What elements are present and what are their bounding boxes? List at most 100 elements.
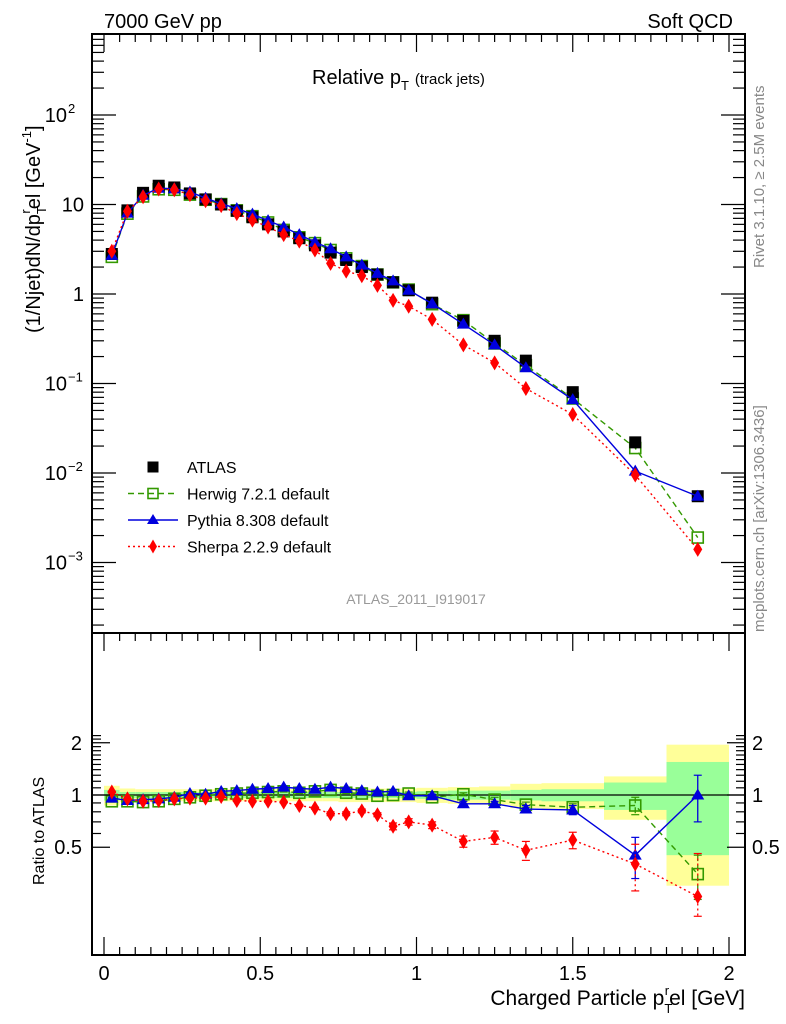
y-tick-label-exponent: −2 [68, 459, 83, 474]
y-axis-label-sup: r [18, 209, 33, 214]
marker-triangle [277, 220, 291, 232]
legend-label: Herwig 7.2.1 default [187, 487, 330, 504]
series-sherpa [107, 181, 703, 557]
legend-entry-herwig: Herwig 7.2.1 default [128, 487, 330, 504]
header-left: 7000 GeV pp [104, 11, 222, 33]
marker-diamond [388, 292, 398, 308]
marker-triangle [324, 780, 338, 792]
marker-diamond [149, 539, 157, 554]
marker-triangle [566, 803, 580, 815]
marker-diamond [279, 794, 289, 810]
marker-diamond [326, 806, 336, 822]
marker-triangle [519, 361, 533, 373]
marker-triangle [519, 802, 533, 814]
marker-diamond [247, 212, 257, 228]
y-axis-label-sup2: -1 [19, 131, 34, 143]
marker-diamond [388, 818, 398, 834]
marker-diamond [201, 790, 211, 806]
marker-diamond [693, 889, 703, 905]
marker-triangle [277, 780, 291, 792]
marker-triangle [245, 782, 259, 794]
y-axis-label-rest: el [GeV [23, 142, 45, 209]
marker-triangle [691, 489, 705, 501]
y-tick-label: 10 [45, 463, 67, 485]
marker-open-square [628, 799, 642, 812]
marker-diamond [294, 797, 304, 813]
y-tick-label: 10 [45, 105, 67, 127]
y-axis-label-sub: T [34, 206, 49, 214]
marker-triangle [488, 797, 502, 809]
marker-diamond [138, 189, 148, 205]
marker-diamond [372, 277, 382, 293]
marker-diamond [404, 298, 414, 314]
marker-triangle [230, 784, 244, 796]
marker-diamond [568, 407, 578, 423]
y-tick-label: 10 [45, 374, 67, 396]
ratio-y-tick-label-left: 1 [71, 785, 82, 807]
marker-diamond [693, 541, 703, 557]
marker-diamond [357, 803, 367, 819]
legend-entry-atlas: ATLAS [147, 460, 237, 477]
legend-label: Sherpa 2.2.9 default [187, 540, 332, 557]
marker-diamond [122, 203, 132, 219]
marker-diamond [490, 829, 500, 845]
marker-triangle [402, 789, 416, 801]
marker-diamond [154, 792, 164, 808]
marker-triangle [628, 848, 642, 860]
marker-diamond [427, 817, 437, 833]
marker-diamond [458, 337, 468, 353]
ratio-y-tick-label-right: 0.5 [752, 837, 780, 859]
plot-title-main: Relative p [312, 67, 401, 89]
marker-triangle [386, 274, 400, 286]
x-axis-label-rest: el [GeV] [669, 987, 745, 1010]
marker-diamond [630, 467, 640, 483]
main-plot-series [105, 179, 705, 557]
marker-triangle [355, 258, 369, 270]
marker-diamond [107, 784, 117, 800]
y-axis-label-main: (1/Njet)dN/dp [23, 214, 45, 333]
x-tick-label: 0 [98, 963, 109, 985]
x-tick-label: 1.5 [559, 963, 587, 985]
x-axis-label-sup: r [665, 983, 670, 998]
side-text-mcplots: mcplots.cern.ch [arXiv:1306.3436] [751, 405, 768, 632]
marker-diamond [138, 793, 148, 809]
marker-diamond [427, 311, 437, 327]
ratio-series-sherpa [107, 784, 703, 917]
ratio-plot-frame [91, 632, 746, 956]
marker-square [519, 354, 532, 367]
marker-triangle [691, 788, 705, 800]
marker-diamond [216, 198, 226, 214]
marker-diamond [201, 193, 211, 209]
marker-diamond [458, 833, 468, 849]
marker-diamond [341, 263, 351, 279]
marker-diamond [490, 355, 500, 371]
marker-triangle [339, 782, 353, 794]
marker-triangle [308, 235, 322, 247]
marker-diamond [630, 856, 640, 872]
y-tick-label-exponent: 2 [68, 101, 75, 116]
ratio-plot-series [105, 774, 705, 917]
marker-diamond [216, 789, 226, 805]
marker-triangle [386, 784, 400, 796]
marker-diamond [107, 243, 117, 259]
marker-diamond [294, 233, 304, 249]
y-tick-label: 10 [62, 195, 84, 217]
marker-triangle [339, 250, 353, 262]
marker-diamond [341, 806, 351, 822]
ratio-y-axis-label: Ratio to ATLAS [31, 777, 48, 885]
ratio-y-tick-label-left: 2 [71, 733, 82, 755]
marker-triangle [488, 338, 502, 350]
marker-diamond [185, 790, 195, 806]
marker-triangle [456, 797, 470, 809]
marker-triangle [425, 789, 439, 801]
marker-diamond [122, 791, 132, 807]
y-tick-label-exponent: −1 [68, 370, 83, 385]
x-tick-label: 0.5 [246, 963, 274, 985]
marker-diamond [372, 807, 382, 823]
marker-triangle [566, 393, 580, 405]
marker-triangle [370, 266, 384, 278]
analysis-label: ATLAS_2011_I919017 [346, 591, 486, 607]
y-axis-label: (1/Njet)dN/dpTrel [GeV-1] [18, 125, 49, 333]
marker-diamond [521, 842, 531, 858]
